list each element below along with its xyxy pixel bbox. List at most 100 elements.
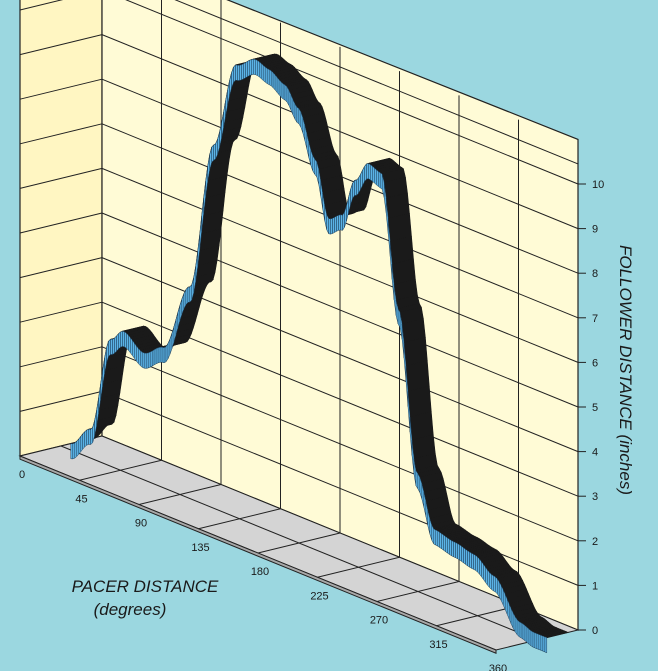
side-grid-line <box>19 78 103 100</box>
ribbon-front-segment <box>110 339 113 355</box>
ribbon-front-segment <box>514 615 518 636</box>
ribbon-front-segment <box>528 628 532 647</box>
y-tick-label: 8 <box>592 268 598 280</box>
ribbon-front-segment <box>86 428 89 446</box>
ribbon-front-segment <box>251 58 254 76</box>
ribbon-front-segment <box>118 331 121 350</box>
ribbon-front-segment <box>526 626 530 645</box>
ribbon-front-segment <box>352 179 355 200</box>
ribbon-front-segment <box>366 163 369 180</box>
ribbon-front-segment <box>78 435 82 455</box>
ribbon-front-segment <box>518 621 522 639</box>
ribbon-front-segment <box>340 214 343 231</box>
ribbon-front-segment <box>90 426 93 446</box>
ribbon-front-segment <box>374 167 377 186</box>
ribbon-front-segment <box>467 550 470 568</box>
ribbon-front-segment <box>247 59 250 78</box>
floor-edge <box>19 455 497 654</box>
ribbon-front-segment <box>447 537 450 556</box>
ribbon-front-segment <box>542 635 546 653</box>
ribbon-front-segment <box>243 62 246 80</box>
ribbon-front-segment <box>493 575 496 593</box>
x-tick-label: 0 <box>19 469 25 481</box>
ribbon-front-segment <box>70 443 74 460</box>
ribbon-front-segment <box>122 330 125 348</box>
ribbon-front-segment <box>397 308 401 329</box>
y-tick-label: 2 <box>592 536 598 548</box>
ribbon-front-segment <box>495 576 498 595</box>
ribbon-front-segment <box>473 553 476 571</box>
ribbon-front-segment <box>74 440 78 459</box>
ribbon-front-segment <box>372 165 375 184</box>
ribbon-front-segment <box>124 331 127 349</box>
ribbon-front-segment <box>280 81 284 100</box>
ribbon-front-segment <box>455 542 458 560</box>
ribbon-front-segment <box>540 634 544 652</box>
ribbon-front-segment <box>530 630 534 648</box>
ribbon-front-segment <box>356 177 359 197</box>
ribbon-front-segment <box>76 438 80 458</box>
y-tick-label: 3 <box>592 491 598 503</box>
ribbon-front-segment <box>431 525 435 545</box>
side-grid-line <box>19 390 103 412</box>
y-tick-label: 6 <box>592 357 598 369</box>
ribbon-front-segment <box>147 351 151 369</box>
ribbon-front-segment <box>114 335 117 354</box>
ribbon-front-segment <box>342 211 345 232</box>
chart-gridlines <box>19 0 579 641</box>
ribbon-front-segment <box>268 69 272 87</box>
ribbon-front-segment <box>524 624 528 644</box>
ribbon-front-segment <box>512 612 516 632</box>
ribbon-front-segment <box>126 332 129 351</box>
ribbon-front-segment <box>477 556 480 575</box>
ribbon-front-segment <box>255 59 258 76</box>
ribbon-front-segment <box>298 107 302 129</box>
ribbon-front-segment <box>358 173 361 195</box>
ribbon-front-segment <box>159 346 163 363</box>
ribbon-front-segment <box>368 162 371 181</box>
grid-line-y <box>101 212 579 408</box>
ribbon-front-segment <box>465 548 468 567</box>
ribbon-front-segment <box>157 346 161 364</box>
ribbon-front-segment <box>284 84 288 103</box>
ribbon-front-segment <box>241 63 244 81</box>
ribbon-front-segment <box>463 547 466 565</box>
side-wall <box>19 0 103 457</box>
ribbon-front-segment <box>112 337 115 355</box>
ribbon-front-segment <box>516 618 520 638</box>
ribbon-front-segment <box>187 286 191 303</box>
ribbon-front-segment <box>417 473 421 493</box>
y-tick-label: 4 <box>592 447 598 459</box>
ribbon-front-segment <box>461 545 464 564</box>
ribbon-front-segment <box>262 64 266 83</box>
ribbon-front-segment <box>88 428 91 445</box>
side-grid-line <box>19 301 103 323</box>
side-grid-line <box>19 123 103 145</box>
ribbon-front-segment <box>276 76 280 96</box>
ribbon-front-segment <box>376 169 379 187</box>
side-grid-line <box>19 257 103 279</box>
x-tick-label: 270 <box>370 615 388 627</box>
y-tick-label: 9 <box>592 224 598 236</box>
ribbon-front-segment <box>489 571 492 590</box>
x-axis-unit: (degrees) <box>94 600 167 619</box>
ribbon-front-segment <box>364 163 367 183</box>
ribbon-front-segment <box>211 144 214 163</box>
grid-line-y <box>101 167 579 363</box>
x-tick-label: 135 <box>191 542 209 554</box>
side-grid-line <box>19 346 103 368</box>
ribbon-front-segment <box>140 349 143 368</box>
ribbon-front-segment <box>120 330 123 348</box>
ribbon-front-segment <box>330 217 333 235</box>
ribbon-front-segment <box>296 106 300 125</box>
ribbon-front-segment <box>433 528 437 546</box>
ribbon-front-segment <box>260 62 264 81</box>
ribbon-front-segment <box>378 170 381 189</box>
ribbon-front-segment <box>84 429 87 448</box>
ribbon-front-segment <box>286 85 290 107</box>
ribbon-front-segment <box>538 634 542 651</box>
ribbon-front-segment <box>253 58 256 75</box>
ribbon-front-segment <box>294 103 298 124</box>
side-grid-line <box>19 34 103 56</box>
